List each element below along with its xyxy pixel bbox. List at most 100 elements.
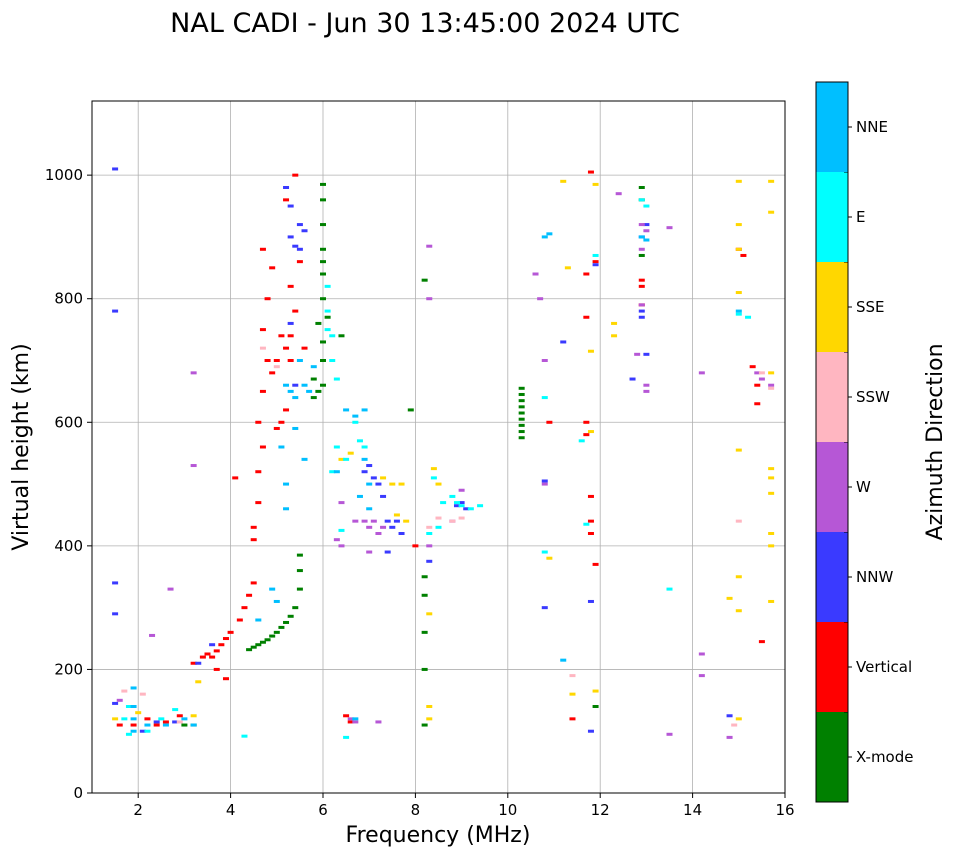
data-point-nnw <box>384 550 391 554</box>
data-point-e <box>449 494 456 498</box>
data-point-nnw <box>638 315 645 319</box>
colorbar-label: NNW <box>856 568 893 586</box>
data-point-w <box>698 371 705 375</box>
data-point-vertical <box>273 359 280 362</box>
data-point-x-mode <box>592 705 599 708</box>
data-point-sse <box>735 179 742 183</box>
data-point-w <box>532 272 539 276</box>
data-point-e <box>435 525 442 529</box>
data-point-sse <box>112 717 119 721</box>
data-point-nne <box>546 232 553 236</box>
data-point-vertical <box>116 723 123 727</box>
colorbar-label: X-mode <box>856 748 913 766</box>
data-point-w <box>352 720 359 724</box>
data-point-nnw <box>629 377 636 381</box>
data-point-x-mode <box>518 386 525 390</box>
data-point-ssw <box>569 674 576 678</box>
data-point-nne <box>541 235 548 239</box>
data-point-ssw <box>426 525 433 529</box>
data-point-nnw <box>638 309 645 313</box>
data-point-nnw <box>541 606 548 610</box>
data-point-w <box>426 544 433 548</box>
data-point-nnw <box>643 352 650 356</box>
data-point-vertical <box>754 383 761 387</box>
data-point-w <box>537 297 544 301</box>
data-point-vertical <box>283 198 290 202</box>
data-point-e <box>638 198 645 202</box>
data-point-nne <box>310 365 317 369</box>
data-point-nnw <box>587 599 594 603</box>
colorbar-label: NNE <box>856 118 888 136</box>
data-point-sse <box>735 448 742 452</box>
data-point-x-mode <box>278 625 285 629</box>
y-tick-label: 200 <box>54 660 83 678</box>
data-point-nnw <box>361 470 368 474</box>
data-point-vertical <box>190 661 197 665</box>
data-point-nne <box>292 426 299 430</box>
data-point-vertical <box>222 637 229 641</box>
data-point-vertical <box>283 408 290 412</box>
data-point-vertical <box>218 643 225 647</box>
data-point-vertical <box>213 667 220 671</box>
y-tick-label: 600 <box>54 413 83 431</box>
colorbar-segment <box>816 712 848 802</box>
grid <box>92 101 786 794</box>
data-point-nnw <box>726 714 733 718</box>
data-point-sse <box>768 532 775 535</box>
data-point-sse <box>735 291 742 295</box>
data-point-vertical <box>283 346 290 350</box>
data-point-sse <box>587 430 594 434</box>
data-point-sse <box>768 179 775 183</box>
data-point-nne <box>130 686 137 690</box>
data-point-nne <box>278 445 285 449</box>
y-tick-label: 1000 <box>45 166 83 184</box>
data-point-vertical <box>583 315 590 319</box>
data-point-e <box>121 717 128 721</box>
data-point-nnw <box>301 229 308 233</box>
data-point-e <box>453 501 460 505</box>
data-point-w <box>634 352 641 356</box>
data-point-sse <box>426 612 433 616</box>
data-point-ssw <box>121 689 128 693</box>
plot-frame <box>91 100 786 794</box>
data-point-e <box>324 328 331 332</box>
x-tick-label: 14 <box>683 801 702 819</box>
data-point-sse <box>190 714 197 718</box>
data-point-sse <box>403 519 410 523</box>
data-point-vertical <box>269 266 276 270</box>
data-point-x-mode <box>324 315 331 319</box>
data-point-nnw <box>283 186 290 189</box>
data-point-vertical <box>264 359 271 362</box>
data-point-nnw <box>172 720 179 724</box>
data-point-e <box>329 359 336 362</box>
data-point-sse <box>735 717 742 721</box>
data-point-x-mode <box>518 411 525 415</box>
data-point-w <box>333 538 340 542</box>
data-point-x-mode <box>287 614 294 618</box>
data-point-x-mode <box>259 640 266 644</box>
data-point-x-mode <box>421 723 428 727</box>
data-point-w <box>338 501 345 505</box>
data-point-nne <box>301 383 308 387</box>
data-point-nne <box>283 383 290 387</box>
data-point-vertical <box>250 581 257 585</box>
x-tick-label: 2 <box>133 801 143 819</box>
data-point-sse <box>398 482 405 486</box>
data-point-w <box>726 735 733 739</box>
colorbar-label: Vertical <box>856 658 912 676</box>
data-point-w <box>167 587 174 591</box>
data-point-vertical <box>592 260 599 264</box>
data-point-sse <box>380 476 387 480</box>
data-point-nnw <box>592 263 599 267</box>
data-point-vertical <box>592 562 599 566</box>
data-point-x-mode <box>269 634 276 638</box>
data-point-e <box>440 501 447 505</box>
data-point-sse <box>768 371 775 375</box>
data-point-nne <box>366 507 373 511</box>
data-point-nne <box>361 408 368 412</box>
data-point-x-mode <box>320 260 326 264</box>
data-point-nnw <box>426 559 433 563</box>
data-point-sse <box>426 705 433 708</box>
data-point-e <box>578 439 585 443</box>
data-point-w <box>375 532 382 535</box>
